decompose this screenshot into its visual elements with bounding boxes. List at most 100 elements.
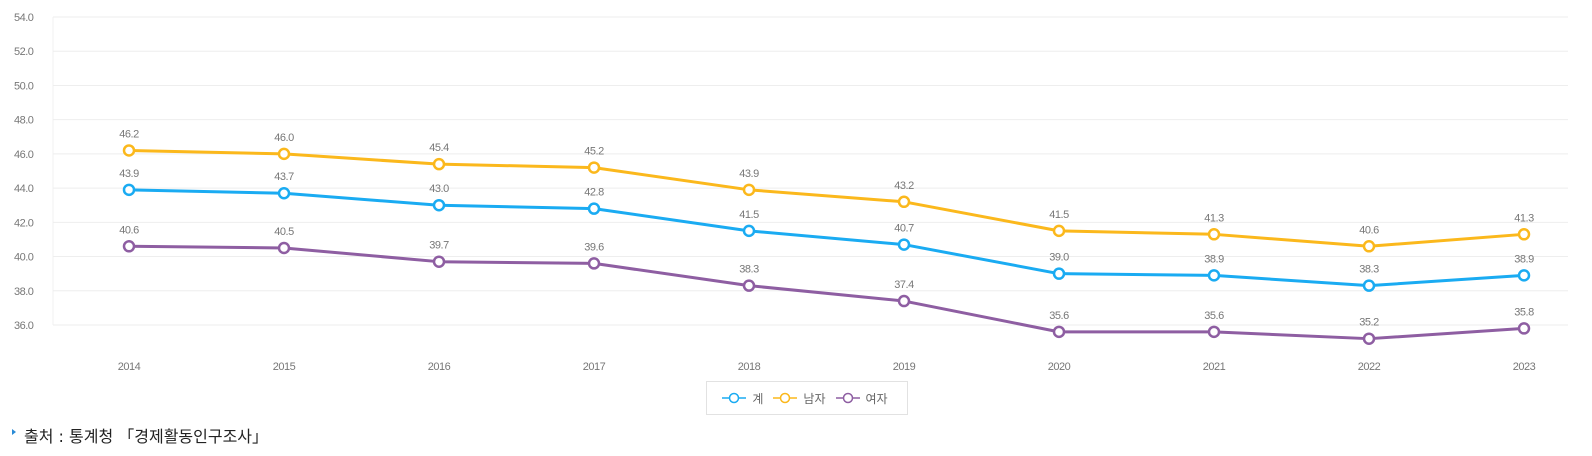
x-tick-label: 2017 [583, 361, 606, 373]
legend-item-total[interactable]: 계 [722, 390, 763, 407]
legend-marker-male-icon [773, 392, 798, 404]
data-point [1362, 332, 1376, 345]
data-label: 39.6 [584, 241, 604, 253]
x-tick-label: 2020 [1048, 361, 1071, 373]
data-label: 41.3 [1204, 212, 1224, 224]
y-tick-label: 42.0 [14, 217, 34, 229]
series-line [128, 148, 1525, 248]
chart-legend: 계 남자 여자 [706, 381, 908, 415]
data-point [742, 279, 756, 292]
data-point [122, 183, 136, 197]
data-point [432, 255, 446, 268]
data-point [277, 186, 291, 200]
y-tick-label: 48.0 [14, 115, 34, 127]
data-point [1207, 325, 1221, 339]
x-tick-label: 2018 [738, 361, 761, 373]
data-point [277, 147, 291, 161]
data-point [1517, 228, 1531, 241]
data-point [587, 202, 601, 215]
data-point [432, 157, 446, 171]
y-axis: 36.0 38.0 40.0 42.0 44.0 46.0 48.0 50.0 52.0 54.0 [14, 12, 34, 332]
data-label: 45.2 [584, 146, 604, 158]
data-point [432, 198, 446, 212]
legend-label-female: 여자 [865, 391, 888, 406]
legend-label-total: 계 [752, 391, 764, 406]
legend-item-female[interactable]: 여자 [835, 390, 888, 407]
data-point [742, 183, 756, 197]
x-axis: 2014 2015 2016 2017 2018 2019 2020 2021 2022 2023 [118, 361, 1536, 373]
series-points [122, 144, 1531, 345]
data-point [1517, 269, 1531, 282]
y-tick-label: 44.0 [14, 183, 34, 195]
x-tick-label: 2021 [1203, 361, 1226, 373]
series-line [128, 188, 1525, 288]
data-label: 41.5 [739, 209, 759, 221]
series-lines [128, 148, 1525, 341]
legend-label-male: 남자 [803, 391, 826, 406]
x-tick-label: 2023 [1513, 361, 1536, 373]
y-tick-label: 54.0 [14, 12, 34, 24]
data-label: 43.7 [274, 171, 294, 183]
data-label: 43.2 [894, 180, 914, 192]
source-note: 출처 : 통계청 「경제활동인구조사」 [12, 423, 268, 447]
data-point [742, 224, 756, 238]
data-label: 35.6 [1049, 310, 1069, 322]
data-label: 41.3 [1514, 212, 1534, 224]
y-tick-label: 40.0 [14, 252, 34, 264]
data-point [1052, 325, 1066, 339]
data-label: 38.9 [1204, 253, 1224, 265]
data-point [1207, 228, 1221, 241]
legend-marker-female-icon [835, 392, 860, 404]
data-labels: 43.9 43.7 43.0 42.8 41.5 40.7 39.0 38.9 38.3 38.9… [119, 128, 1534, 328]
data-label: 42.8 [584, 187, 604, 199]
data-label: 35.8 [1514, 306, 1534, 318]
data-point [1052, 224, 1066, 238]
data-label: 39.0 [1049, 252, 1069, 264]
legend-item-male[interactable]: 남자 [773, 390, 826, 407]
y-tick-label: 36.0 [14, 320, 34, 332]
data-label: 40.6 [1359, 224, 1379, 236]
data-label: 45.4 [429, 142, 449, 154]
data-point [1362, 279, 1376, 292]
data-point [1052, 267, 1066, 280]
data-point [897, 195, 911, 209]
data-label: 43.9 [739, 168, 759, 180]
y-tick-label: 38.0 [14, 286, 34, 298]
data-point [122, 144, 136, 157]
data-label: 41.5 [1049, 209, 1069, 221]
y-tick-label: 46.0 [14, 149, 34, 161]
source-text: 출처 : 통계청 「경제활동인구조사」 [24, 427, 269, 446]
data-label: 35.2 [1359, 317, 1379, 329]
data-point [587, 257, 601, 270]
data-point [1207, 269, 1221, 282]
x-tick-label: 2019 [893, 361, 916, 373]
data-label: 43.0 [429, 183, 449, 195]
bullet-icon [12, 429, 16, 435]
data-label: 38.3 [739, 264, 759, 276]
data-label: 38.9 [1514, 253, 1534, 265]
line-chart: 36.0 38.0 40.0 42.0 44.0 46.0 48.0 50.0 52.0 54.0… [14, 12, 1568, 373]
data-point [1517, 322, 1531, 335]
data-label: 40.7 [894, 223, 914, 235]
data-label: 46.0 [274, 132, 294, 144]
x-tick-label: 2016 [428, 361, 451, 373]
data-point [897, 238, 911, 251]
data-label: 40.6 [119, 224, 139, 236]
y-tick-label: 52.0 [14, 46, 34, 58]
x-tick-label: 2022 [1358, 361, 1381, 373]
data-label: 37.4 [894, 279, 914, 291]
legend-marker-total-icon [722, 392, 747, 404]
data-point [587, 161, 601, 174]
data-label: 38.3 [1359, 264, 1379, 276]
x-tick-label: 2015 [273, 361, 296, 373]
data-label: 43.9 [119, 168, 139, 180]
data-label: 40.5 [274, 226, 294, 238]
y-tick-label: 50.0 [14, 80, 34, 92]
x-tick-label: 2014 [118, 361, 141, 373]
data-point [122, 240, 136, 253]
data-point [897, 294, 911, 308]
data-label: 46.2 [119, 128, 139, 140]
data-point [1362, 240, 1376, 253]
data-point [277, 241, 291, 255]
data-label: 35.6 [1204, 310, 1224, 322]
